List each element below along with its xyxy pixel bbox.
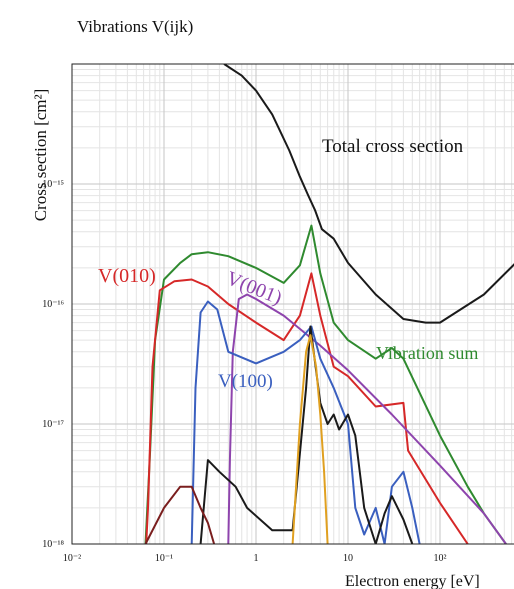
- series-line-3: [227, 293, 508, 544]
- chart-title: Vibrations V(ijk): [77, 17, 193, 36]
- annotation-v010: V(010): [98, 265, 156, 287]
- series-line-4: [190, 300, 421, 544]
- series-line-0: [223, 64, 514, 324]
- x-tick-label: 10²: [434, 553, 447, 564]
- series-line-7: [291, 334, 329, 544]
- annotation-v100: V(100): [218, 371, 273, 392]
- series-layer: [144, 64, 514, 544]
- series-line-5: [199, 325, 414, 544]
- annotation-total: Total cross section: [322, 136, 464, 157]
- series-line-6: [144, 485, 216, 544]
- series-line-2: [145, 272, 469, 544]
- x-tick-label: 10: [343, 553, 353, 564]
- annotation-vibration-sum: Vibration sum: [376, 343, 478, 363]
- x-tick-label: 10⁻¹: [155, 553, 173, 564]
- x-tick-labels: 10⁻² 10⁻¹ 1 10 10²: [63, 553, 447, 564]
- x-axis-label: Electron energy [eV]: [345, 573, 480, 589]
- y-tick-labels: 10⁻¹⁸ 10⁻¹⁷ 10⁻¹⁶ 10⁻¹⁵: [42, 179, 64, 550]
- plot-frame: [71, 63, 514, 545]
- y-tick-label: 10⁻¹⁷: [42, 419, 64, 430]
- y-tick-label: 10⁻¹⁸: [42, 539, 64, 550]
- x-tick-label: 1: [254, 553, 259, 564]
- annotation-v001: V(001): [223, 267, 285, 309]
- y-tick-label: 10⁻¹⁶: [42, 299, 64, 310]
- y-tick-label: 10⁻¹⁵: [42, 179, 64, 190]
- y-axis-label: Cross section [cm²]: [31, 89, 50, 222]
- x-tick-label: 10⁻²: [63, 553, 81, 564]
- series-line-1: [144, 224, 508, 544]
